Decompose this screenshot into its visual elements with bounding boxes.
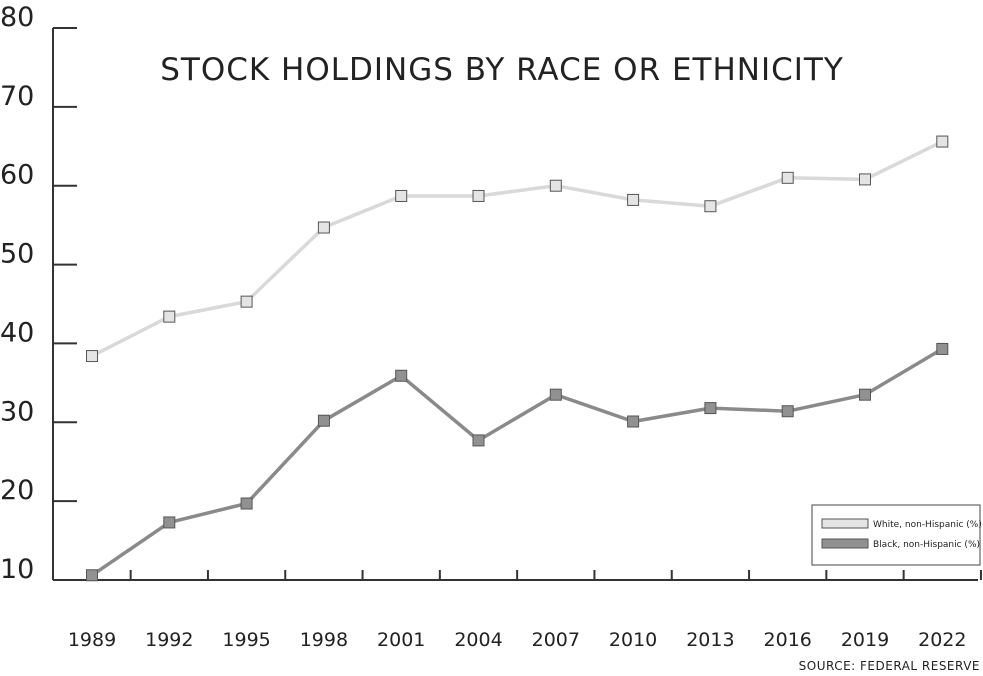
legend-box — [811, 504, 981, 566]
legend: White, non-Hispanic (%) Black, non-Hispa… — [811, 504, 982, 566]
x-tick-label: 2010 — [609, 629, 657, 651]
data-point — [317, 414, 330, 427]
data-point — [704, 402, 717, 415]
data-point — [704, 200, 717, 213]
y-tick-label: 70 — [0, 81, 34, 112]
x-tick-label: 2007 — [532, 629, 580, 651]
y-axis: 80 70 60 50 40 30 20 10 — [0, 2, 77, 585]
y-tick-label: 30 — [0, 396, 34, 427]
x-tick-label: 2004 — [454, 629, 502, 651]
series-line — [91, 140, 944, 358]
series-layer — [86, 135, 949, 582]
data-point — [549, 179, 562, 192]
data-point — [859, 173, 871, 186]
data-point — [395, 189, 408, 202]
data-point — [86, 569, 98, 582]
data-point — [86, 350, 98, 363]
data-point — [781, 405, 794, 418]
x-tick-label: 1995 — [222, 629, 270, 651]
y-tick-label: 80 — [0, 2, 34, 33]
data-point — [163, 310, 176, 323]
data-point — [627, 415, 640, 428]
legend-swatch-black — [821, 538, 869, 549]
legend-label-white: White, non-Hispanic (%) — [873, 520, 982, 530]
x-tick-label: 1992 — [145, 629, 193, 651]
data-point — [936, 135, 949, 148]
legend-label-black: Black, non-Hispanic (%) — [873, 540, 980, 550]
y-tick-label: 40 — [0, 317, 34, 348]
y-tick-label: 10 — [0, 554, 34, 585]
data-point — [395, 369, 408, 382]
data-point — [240, 497, 253, 510]
x-tick-label: 2022 — [918, 629, 966, 651]
data-point — [859, 388, 871, 401]
x-tick-label: 2013 — [686, 629, 734, 651]
series-line — [91, 347, 944, 577]
data-point — [317, 221, 330, 234]
source-note: SOURCE: FEDERAL RESERVE — [799, 659, 980, 673]
x-tick-label: 1989 — [68, 629, 116, 651]
y-tick-label: 60 — [0, 160, 34, 191]
data-point — [163, 516, 176, 529]
x-tick-label: 2016 — [764, 629, 812, 651]
chart-title: STOCK HOLDINGS BY RACE OR ETHNICITY — [160, 52, 844, 88]
y-tick-label: 20 — [0, 475, 34, 506]
data-point — [781, 171, 794, 184]
legend-swatch-white — [821, 518, 869, 529]
data-point — [936, 342, 949, 355]
data-point — [549, 388, 562, 401]
x-axis: 1989 1992 1995 1998 2001 2004 2007 2010 2013 2016… — [53, 570, 982, 651]
x-tick-label: 2019 — [841, 629, 889, 651]
data-point — [472, 189, 485, 202]
x-tick-label: 1998 — [300, 629, 348, 651]
data-point — [627, 193, 640, 206]
y-tick-label: 50 — [0, 239, 34, 270]
data-point — [472, 434, 485, 447]
data-point — [240, 295, 253, 308]
x-tick-label: 2001 — [377, 629, 425, 651]
